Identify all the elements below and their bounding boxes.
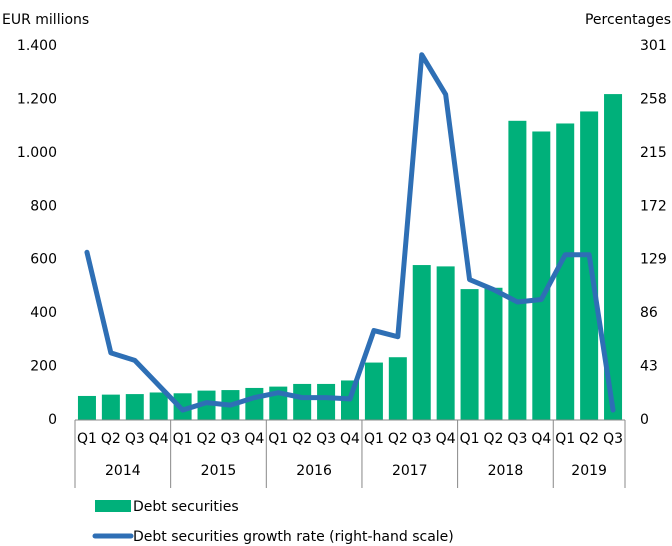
bar: [484, 287, 503, 420]
x-group-label: 2017: [392, 463, 428, 479]
x-tick-label: Q2: [197, 431, 217, 447]
x-group-label: 2018: [488, 463, 524, 479]
x-group-label: 2014: [105, 463, 141, 479]
x-group-label: 2016: [296, 463, 332, 479]
y2-tick-label: 301: [640, 38, 667, 54]
x-tick-label: Q4: [340, 431, 360, 447]
x-tick-label: Q1: [364, 431, 384, 447]
legend-swatch: [95, 500, 131, 512]
y-tick-label: 0: [48, 412, 57, 428]
y-tick-label: 800: [30, 198, 57, 214]
y-tick-label: 400: [30, 305, 57, 321]
bar: [245, 387, 264, 420]
y-tick-label: 1.200: [17, 91, 57, 107]
bar: [532, 131, 551, 420]
x-tick-label: Q3: [412, 431, 432, 447]
x-group-label: 2019: [571, 463, 607, 479]
bar: [388, 357, 407, 420]
y2-tick-label: 215: [640, 145, 667, 161]
bar: [101, 394, 120, 420]
x-tick-label: Q4: [531, 431, 551, 447]
x-tick-label: Q1: [173, 431, 193, 447]
y2-tick-label: 258: [640, 91, 667, 107]
bar: [556, 123, 575, 420]
x-tick-label: Q1: [555, 431, 575, 447]
x-tick-label: Q3: [507, 431, 527, 447]
x-tick-label: Q2: [388, 431, 408, 447]
y-tick-label: 1.400: [17, 38, 57, 54]
y2-tick-label: 0: [640, 412, 649, 428]
y-tick-label: 200: [30, 359, 57, 375]
x-tick-label: Q3: [316, 431, 336, 447]
bar: [197, 390, 216, 420]
y-axis-title: EUR millions: [2, 12, 89, 28]
bar: [77, 395, 96, 420]
x-tick-label: Q2: [101, 431, 121, 447]
x-tick-label: Q2: [292, 431, 312, 447]
x-tick-label: Q3: [220, 431, 240, 447]
x-tick-label: Q4: [149, 431, 169, 447]
y2-tick-label: 172: [640, 198, 667, 214]
bar: [508, 120, 527, 421]
y2-tick-label: 86: [640, 305, 658, 321]
x-tick-label: Q3: [603, 431, 623, 447]
bar: [293, 383, 312, 420]
bar: [149, 392, 168, 420]
bar: [317, 383, 336, 420]
x-tick-label: Q2: [484, 431, 504, 447]
bar: [412, 265, 431, 420]
line: [84, 52, 616, 413]
x-tick-label: Q3: [125, 431, 145, 447]
y2-tick-label: 129: [640, 252, 667, 268]
x-tick-label: Q1: [460, 431, 480, 447]
y2-tick-label: 43: [640, 359, 658, 375]
x-tick-label: Q2: [579, 431, 599, 447]
bar: [364, 362, 383, 420]
legend-label: Debt securities growth rate (right-hand …: [133, 529, 454, 545]
x-tick-label: Q4: [436, 431, 456, 447]
y2-axis-title: Percentages: [585, 12, 671, 28]
x-group-label: 2015: [201, 463, 237, 479]
bar: [436, 266, 455, 420]
bar: [604, 94, 623, 420]
legend-label: Debt securities: [133, 499, 239, 515]
y-tick-label: 600: [30, 252, 57, 268]
bar: [460, 289, 479, 420]
y-tick-label: 1.000: [17, 145, 57, 161]
x-tick-label: Q1: [77, 431, 97, 447]
x-tick-label: Q1: [268, 431, 288, 447]
x-tick-label: Q4: [244, 431, 264, 447]
bar: [125, 394, 144, 420]
